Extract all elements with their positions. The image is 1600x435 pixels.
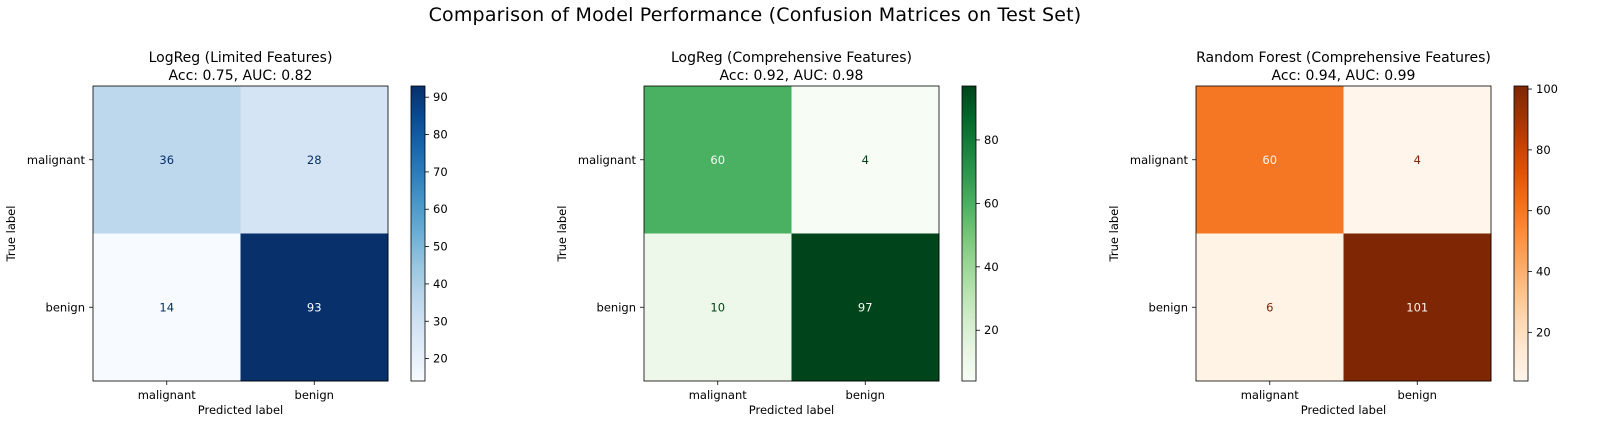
cell-value-label: 101 xyxy=(1406,300,1428,314)
cell-value-label: 6 xyxy=(1266,300,1273,314)
matrix-cell xyxy=(1343,86,1492,234)
confusion-matrix-panel-3: Random Forest (Comprehensive Features) Ac… xyxy=(1107,50,1558,417)
cell-value-label: 93 xyxy=(307,300,322,314)
cell-value-label: 36 xyxy=(159,153,174,167)
x-tick-label: benign xyxy=(1398,388,1437,402)
panel-title: LogReg (Limited Features) xyxy=(149,50,333,66)
colorbar-tick-label: 60 xyxy=(984,196,999,210)
colorbar-tick-label: 80 xyxy=(984,133,999,147)
colorbar-tick-label: 40 xyxy=(433,277,448,291)
cell-value-label: 10 xyxy=(710,300,725,314)
confusion-matrix-panel-2: LogReg (Comprehensive Features) Acc: 0.92… xyxy=(555,50,999,417)
x-axis-label: Predicted label xyxy=(198,403,283,417)
colorbar-tick-label: 60 xyxy=(1536,204,1551,218)
cell-value-label: 97 xyxy=(858,300,873,314)
matrix-cell xyxy=(791,233,940,382)
colorbar-tick-label: 30 xyxy=(433,314,448,328)
colorbar-tick-label: 100 xyxy=(1536,82,1558,96)
x-tick-label: malignant xyxy=(1241,388,1300,402)
matrix-cell xyxy=(240,233,389,382)
colorbar-tick-label: 40 xyxy=(1536,265,1551,279)
panel-subtitle: Acc: 0.75, AUC: 0.82 xyxy=(169,68,313,84)
colorbar-tick-label: 20 xyxy=(433,352,448,366)
matrix-cell xyxy=(1343,233,1492,382)
y-tick-label: benign xyxy=(1149,300,1188,314)
y-tick-label: malignant xyxy=(1130,153,1189,167)
y-tick-label: malignant xyxy=(27,153,86,167)
figure-title: Comparison of Model Performance (Confusi… xyxy=(428,4,1082,26)
colorbar xyxy=(411,86,425,381)
matrix-cell xyxy=(644,233,792,382)
x-tick-label: benign xyxy=(846,388,885,402)
panel-subtitle: Acc: 0.94, AUC: 0.99 xyxy=(1272,68,1416,84)
colorbar-frame xyxy=(410,85,426,382)
cell-value-label: 28 xyxy=(307,153,322,167)
colorbar-tick-label: 90 xyxy=(433,90,448,104)
x-tick-label: malignant xyxy=(138,388,197,402)
matrix-cell xyxy=(644,86,792,234)
colorbar-tick-label: 50 xyxy=(433,240,448,254)
y-tick-label: benign xyxy=(597,300,636,314)
y-axis-label: True label xyxy=(4,206,18,263)
matrix-cell xyxy=(93,86,241,234)
panel-subtitle: Acc: 0.92, AUC: 0.98 xyxy=(720,68,864,84)
y-axis-label: True label xyxy=(1107,206,1121,263)
confusion-matrix-panel-1: LogReg (Limited Features) Acc: 0.75, AUC:… xyxy=(4,50,448,417)
colorbar-tick-label: 20 xyxy=(1536,325,1551,339)
colorbar-frame xyxy=(1513,85,1529,382)
cell-value-label: 14 xyxy=(159,300,174,314)
y-tick-label: benign xyxy=(46,300,85,314)
y-tick-label: malignant xyxy=(578,153,637,167)
colorbar-tick-label: 40 xyxy=(984,260,999,274)
colorbar-tick-label: 80 xyxy=(1536,143,1551,157)
colorbar xyxy=(1514,86,1528,381)
cell-value-label: 60 xyxy=(710,153,725,167)
colorbar-tick-label: 60 xyxy=(433,202,448,216)
x-tick-label: malignant xyxy=(689,388,748,402)
axes-frame xyxy=(643,85,940,382)
matrix-cell xyxy=(1196,233,1344,382)
matrix-cell xyxy=(791,86,940,234)
axes-frame xyxy=(92,85,389,382)
colorbar-tick-label: 70 xyxy=(433,165,448,179)
matrix-cell xyxy=(240,86,389,234)
y-axis-label: True label xyxy=(555,206,569,263)
x-axis-label: Predicted label xyxy=(1301,403,1386,417)
colorbar-tick-label: 80 xyxy=(433,128,448,142)
panel-title: Random Forest (Comprehensive Features) xyxy=(1196,50,1491,66)
colorbar-frame xyxy=(961,85,977,382)
colorbar-tick-label: 20 xyxy=(984,323,999,337)
panel-title: LogReg (Comprehensive Features) xyxy=(671,50,912,66)
x-axis-label: Predicted label xyxy=(749,403,834,417)
x-tick-label: benign xyxy=(295,388,334,402)
cell-value-label: 60 xyxy=(1262,153,1277,167)
axes-frame xyxy=(1195,85,1492,382)
matrix-cell xyxy=(1196,86,1344,234)
cell-value-label: 4 xyxy=(1414,153,1421,167)
cell-value-label: 4 xyxy=(862,153,869,167)
colorbar xyxy=(962,86,976,381)
matrix-cell xyxy=(93,233,241,382)
